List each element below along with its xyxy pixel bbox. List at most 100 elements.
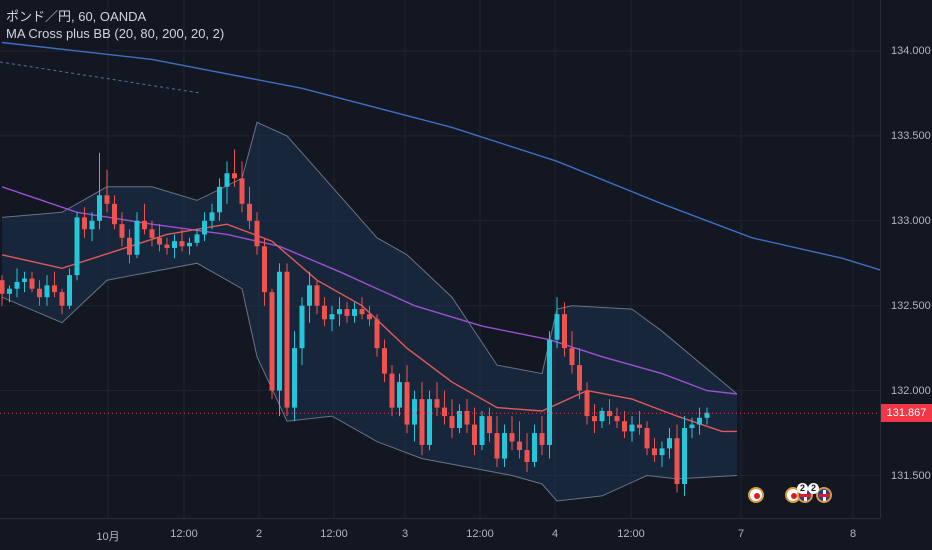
candle xyxy=(464,399,470,434)
time-tick-label: 12:00 xyxy=(466,528,494,540)
candle xyxy=(404,365,410,434)
candle xyxy=(14,268,20,298)
candle-body xyxy=(457,411,462,428)
candle xyxy=(224,161,230,204)
candle-body xyxy=(359,309,365,315)
candle xyxy=(434,382,440,417)
candle-body xyxy=(479,416,485,445)
candle xyxy=(29,271,35,293)
candle xyxy=(299,297,305,366)
candle xyxy=(142,203,147,235)
candle xyxy=(689,417,695,439)
candle xyxy=(382,339,387,383)
candle xyxy=(67,268,72,310)
candle-body xyxy=(532,433,537,462)
candle-body xyxy=(652,448,657,456)
candle xyxy=(494,416,500,468)
candle-body xyxy=(689,424,695,428)
candle xyxy=(352,302,357,323)
candle-body xyxy=(142,220,147,230)
candle xyxy=(644,421,650,456)
candle xyxy=(89,212,95,242)
candle xyxy=(517,421,522,459)
candle xyxy=(697,407,702,435)
candle xyxy=(449,399,455,439)
candle xyxy=(104,169,110,213)
candle xyxy=(359,297,365,320)
candle-body xyxy=(472,424,477,445)
candle xyxy=(22,271,27,293)
candle-body xyxy=(427,399,432,445)
candle-body xyxy=(239,178,245,204)
price-axis[interactable]: 134.000 133.500 133.000 132.500 132.000 131.5… xyxy=(880,0,932,518)
candle-body xyxy=(517,441,522,451)
candle-body xyxy=(112,203,117,225)
candle-body xyxy=(697,417,702,425)
candle-body xyxy=(607,411,612,417)
indicator-legend[interactable]: MA Cross plus BB (20, 80, 200, 20, 2) xyxy=(6,26,225,41)
candle-body xyxy=(382,348,387,374)
time-axis[interactable]: 10月 12:00 2 12:00 3 12:00 4 12:00 7 8 xyxy=(0,518,880,550)
candle-body xyxy=(337,309,342,315)
price-tick-label: 133.000 xyxy=(891,214,931,227)
candle-body xyxy=(179,241,185,247)
candle-body xyxy=(554,314,560,340)
candle xyxy=(179,229,185,252)
candle-body xyxy=(164,244,170,248)
candle-body xyxy=(599,411,605,422)
time-tick-label: 10月 xyxy=(96,531,120,543)
price-tick-label: 132.000 xyxy=(891,384,931,397)
candle-body xyxy=(644,427,650,449)
candle xyxy=(682,416,687,496)
candle-body xyxy=(389,373,395,408)
time-tick-label: 12:00 xyxy=(170,528,198,540)
candle-body xyxy=(622,421,627,432)
candle-body xyxy=(667,438,672,449)
price-plot[interactable] xyxy=(0,0,880,518)
candle xyxy=(524,433,530,473)
candle-body xyxy=(254,220,260,247)
candle-body xyxy=(419,399,425,445)
candle xyxy=(419,382,425,456)
candle-body xyxy=(157,237,162,245)
time-tick-label: 12:00 xyxy=(617,528,645,540)
candle xyxy=(59,288,65,315)
candle xyxy=(194,229,200,247)
candle xyxy=(269,288,275,400)
candle-body xyxy=(307,285,312,306)
time-tick-label: 8 xyxy=(849,528,857,540)
uk-flag-icon[interactable] xyxy=(816,487,832,503)
candle-body xyxy=(209,212,215,221)
candle xyxy=(164,237,170,255)
candle-body xyxy=(584,390,590,417)
candle xyxy=(674,424,680,493)
candle xyxy=(284,263,290,417)
candle xyxy=(44,275,50,306)
candle xyxy=(652,438,657,462)
candle xyxy=(0,275,5,306)
jp-flag-icon[interactable] xyxy=(748,487,764,503)
candle xyxy=(209,203,215,230)
candle xyxy=(607,399,612,425)
candle-body xyxy=(397,382,402,408)
candle-body xyxy=(449,416,455,428)
candle xyxy=(52,271,57,298)
candle xyxy=(592,404,597,434)
candle-body xyxy=(82,217,87,230)
event-count-badge: 2 xyxy=(797,483,808,494)
candle xyxy=(247,186,252,230)
candle-body xyxy=(74,217,80,276)
candle xyxy=(344,302,350,323)
candle-body xyxy=(89,220,95,230)
candle-body xyxy=(314,285,320,306)
candle xyxy=(329,305,335,332)
candle-body xyxy=(547,339,552,445)
candle-body xyxy=(262,246,267,293)
candle-body xyxy=(412,399,417,425)
candle-body xyxy=(562,314,567,349)
candle xyxy=(472,407,477,456)
candle-body xyxy=(7,288,12,294)
candle xyxy=(412,390,417,442)
time-tick-label: 12:00 xyxy=(320,528,348,540)
symbol-title[interactable]: ポンド／円, 60, OANDA xyxy=(6,9,147,24)
